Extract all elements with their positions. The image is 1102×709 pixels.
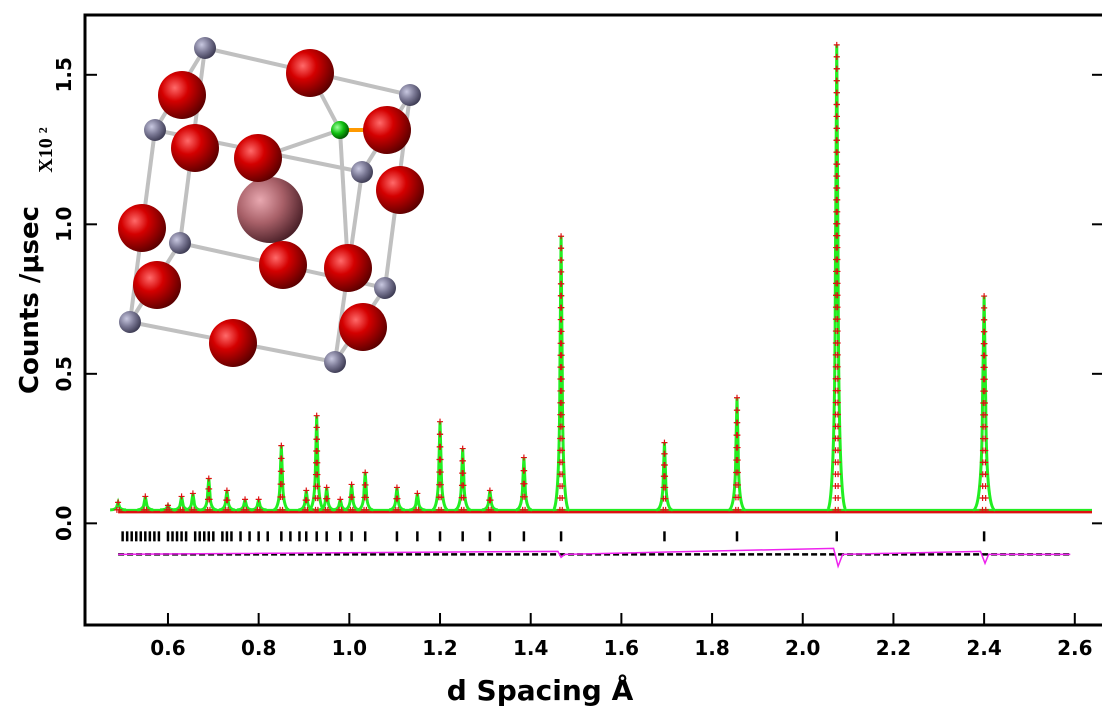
observed-point bbox=[179, 493, 185, 499]
difference-curve bbox=[118, 548, 1070, 566]
observed-point bbox=[661, 440, 667, 446]
observed-point bbox=[487, 487, 493, 493]
observed-point bbox=[835, 495, 841, 501]
x-tick-label: 1.6 bbox=[604, 636, 639, 660]
observed-point bbox=[734, 407, 740, 413]
observed-point bbox=[337, 496, 343, 502]
x-tick-label: 0.8 bbox=[241, 636, 276, 660]
y-tick-label: 1.5 bbox=[52, 57, 76, 92]
y-multiplier: X10 ² bbox=[35, 127, 57, 172]
observed-point bbox=[437, 431, 443, 437]
observed-point bbox=[256, 496, 262, 502]
observed-point bbox=[206, 475, 212, 481]
observed-point bbox=[437, 419, 443, 425]
x-tick-label: 0.6 bbox=[150, 636, 185, 660]
y-axis-label: Counts /μsec bbox=[15, 206, 45, 394]
x-tick-label: 1.4 bbox=[513, 636, 548, 660]
observed-point bbox=[414, 490, 420, 496]
observed-point bbox=[349, 481, 355, 487]
observed-point bbox=[303, 487, 309, 493]
observed-point bbox=[558, 257, 564, 263]
observed-point bbox=[834, 42, 840, 48]
observed-point bbox=[981, 317, 987, 323]
y-tick-label: 1.0 bbox=[52, 207, 76, 242]
observed-point bbox=[834, 102, 840, 108]
calculated-peak bbox=[357, 473, 373, 510]
observed-point bbox=[242, 496, 248, 502]
calculated-peak bbox=[455, 449, 471, 510]
observed-point bbox=[460, 446, 466, 452]
calculated-peak bbox=[273, 446, 289, 510]
observed-point bbox=[324, 484, 330, 490]
observed-point bbox=[834, 66, 840, 72]
calculated-peak bbox=[729, 398, 746, 510]
observed-point bbox=[734, 395, 740, 401]
x-tick-label: 2.0 bbox=[785, 636, 820, 660]
observed-point bbox=[558, 269, 564, 275]
crystal-structure bbox=[118, 37, 424, 373]
x-tick-label: 2.2 bbox=[876, 636, 911, 660]
observed-point bbox=[314, 413, 320, 419]
observed-point bbox=[558, 233, 564, 239]
x-axis-label: d Spacing Å bbox=[447, 673, 634, 707]
observed-point bbox=[558, 245, 564, 251]
observed-point bbox=[834, 54, 840, 60]
observed-point bbox=[834, 78, 840, 84]
x-tick-label: 2.4 bbox=[966, 636, 1001, 660]
observed-point bbox=[521, 455, 527, 461]
calculated-peak bbox=[201, 478, 217, 509]
observed-point bbox=[394, 484, 400, 490]
observed-point bbox=[278, 443, 284, 449]
observed-point bbox=[981, 305, 987, 311]
y-tick-label: 0.5 bbox=[52, 356, 76, 391]
observed-point bbox=[981, 293, 987, 299]
observed-point bbox=[142, 493, 148, 499]
observed-point bbox=[314, 424, 320, 430]
observed-point bbox=[190, 490, 196, 496]
x-tick-label: 1.8 bbox=[694, 636, 729, 660]
x-tick-label: 1.0 bbox=[332, 636, 367, 660]
x-tick-label: 2.6 bbox=[1057, 636, 1092, 660]
observed-point bbox=[362, 470, 368, 476]
chart: Counts /μsec X10 ² d Spacing Å 0.6 0.8 1.0… bbox=[0, 0, 1102, 709]
observed-point bbox=[224, 487, 230, 493]
x-tick-label: 1.2 bbox=[422, 636, 457, 660]
calculated-peak bbox=[553, 236, 569, 510]
observed-point bbox=[834, 90, 840, 96]
y-tick-label: 0.0 bbox=[52, 506, 76, 541]
observed-point bbox=[983, 495, 989, 501]
